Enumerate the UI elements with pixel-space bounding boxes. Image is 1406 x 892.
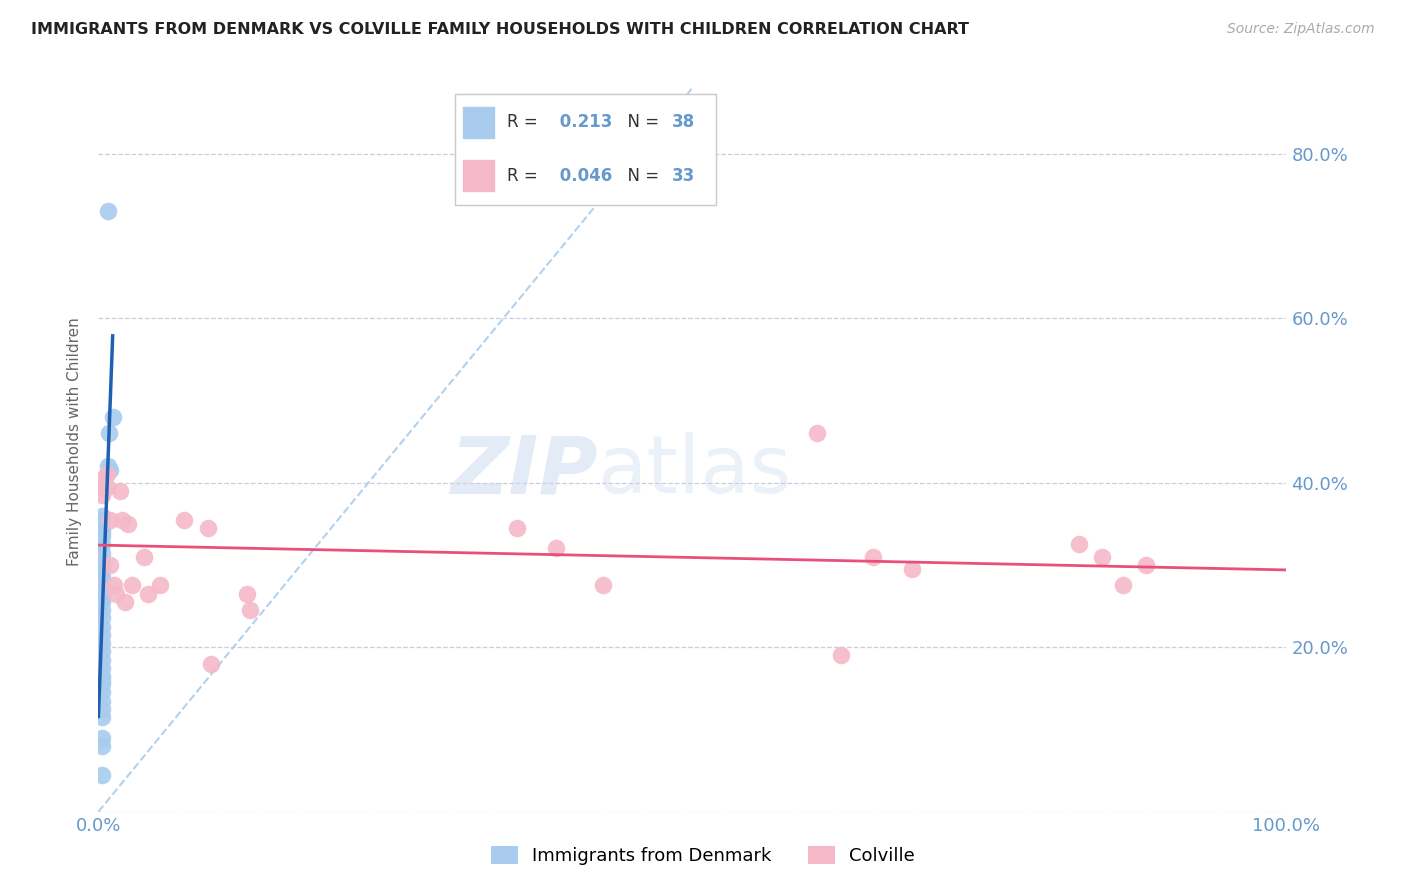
Point [91, 677, 114, 691]
Y-axis label: Family Households with Children: Family Households with Children [67, 318, 83, 566]
Point [91, 524, 114, 539]
Point [862, 549, 884, 564]
Point [91, 652, 114, 666]
Point [91, 480, 114, 494]
Point [91, 537, 114, 551]
Point [91, 628, 114, 642]
Point [121, 578, 143, 592]
Text: ZIP: ZIP [450, 432, 598, 510]
Point [91, 694, 114, 708]
Point [91, 513, 114, 527]
Point [91, 471, 114, 485]
Point [117, 516, 139, 531]
Point [111, 513, 134, 527]
Point [91, 669, 114, 683]
Point [91, 529, 114, 543]
Point [1111, 578, 1133, 592]
Point [91, 661, 114, 675]
Point [98, 513, 121, 527]
Point [1067, 537, 1090, 551]
Point [197, 521, 219, 535]
Point [91, 570, 114, 584]
Point [98, 426, 121, 441]
Point [236, 587, 259, 601]
Point [97, 459, 120, 474]
Text: IMMIGRANTS FROM DENMARK VS COLVILLE FAMILY HOUSEHOLDS WITH CHILDREN CORRELATION : IMMIGRANTS FROM DENMARK VS COLVILLE FAMI… [31, 22, 969, 37]
Point [91, 685, 114, 699]
Point [901, 562, 924, 576]
Point [91, 521, 114, 535]
Point [91, 710, 114, 724]
Point [91, 574, 114, 589]
Point [91, 591, 114, 605]
Point [149, 578, 172, 592]
Point [91, 558, 114, 572]
Point [97, 204, 120, 219]
Point [91, 611, 114, 625]
Point [103, 578, 125, 592]
Point [132, 549, 155, 564]
Point [105, 587, 128, 601]
Point [239, 603, 262, 617]
Point [136, 587, 159, 601]
Point [91, 595, 114, 609]
Point [1091, 549, 1114, 564]
Legend: Immigrants from Denmark, Colville: Immigrants from Denmark, Colville [484, 839, 922, 872]
Point [114, 595, 136, 609]
Point [91, 554, 114, 568]
Point [91, 508, 114, 523]
Text: Source: ZipAtlas.com: Source: ZipAtlas.com [1227, 22, 1375, 37]
Point [200, 657, 222, 671]
Point [830, 648, 852, 663]
Point [806, 426, 828, 441]
Point [91, 603, 114, 617]
Point [98, 463, 121, 477]
Point [91, 619, 114, 633]
Point [91, 767, 114, 781]
Point [96, 480, 118, 494]
Point [96, 467, 118, 482]
Point [108, 483, 131, 498]
Point [91, 673, 114, 687]
Point [101, 409, 124, 424]
Point [91, 731, 114, 745]
Text: atlas: atlas [598, 432, 792, 510]
Point [91, 739, 114, 753]
Point [592, 578, 614, 592]
Point [91, 702, 114, 716]
Point [91, 488, 114, 502]
Point [1135, 558, 1157, 572]
Point [91, 644, 114, 658]
Point [91, 636, 114, 650]
Point [91, 562, 114, 576]
Point [91, 545, 114, 560]
Point [505, 521, 527, 535]
Point [544, 541, 567, 556]
Point [173, 513, 195, 527]
Point [91, 578, 114, 592]
Point [98, 558, 121, 572]
